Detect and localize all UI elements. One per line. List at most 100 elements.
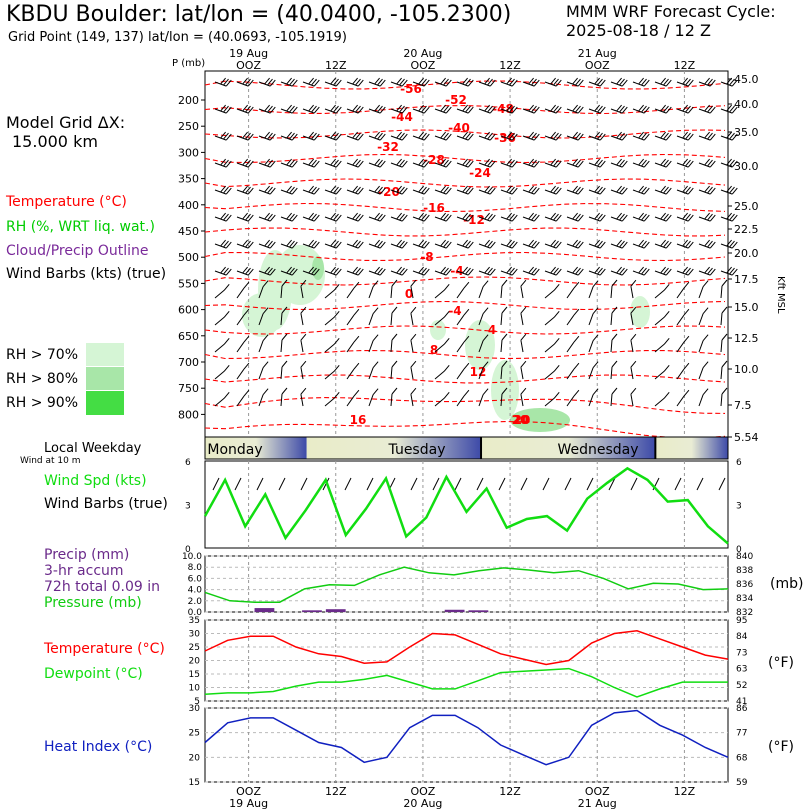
wind-barb-feather [731, 268, 738, 276]
wind-barb-feather [418, 104, 424, 112]
wind-barb [456, 341, 465, 353]
legend-wind-barbs: Wind Barbs (kts) (true) [6, 266, 167, 282]
temp-tick-label: 25 [189, 643, 200, 653]
wind-tick-label: 0 [185, 545, 191, 555]
wind-barb-feather [550, 239, 556, 247]
wind-barb-feather [621, 214, 628, 222]
p-tick-label: 200 [178, 94, 199, 107]
wind-barb-feather [462, 185, 468, 193]
wind-barb-feather [501, 333, 508, 341]
bottom-hour-label: OOZ [585, 785, 610, 798]
wind-barb-feather [685, 186, 691, 194]
wind-barb [676, 287, 685, 299]
top-hour-label: OOZ [585, 59, 610, 72]
wind-barb-feather [247, 79, 254, 87]
wind-barb-feather [501, 360, 508, 368]
wind-barb [630, 313, 634, 326]
wind-barb-feather [528, 131, 534, 139]
wind-barb-feather [247, 214, 254, 222]
wind-barb-feather [731, 106, 738, 114]
wind-barb-feather [313, 133, 320, 141]
wind-barb-feather [399, 240, 405, 248]
wind-barb [720, 312, 723, 326]
wind-barb-feather [467, 133, 474, 141]
wind-barb-feather [357, 241, 364, 249]
wind-barb [434, 370, 445, 380]
wind-barb [544, 343, 555, 353]
wind-barb-feather [729, 132, 735, 140]
wind-barb-feather [663, 105, 669, 113]
wind-barb-feather [682, 77, 688, 85]
wind-barb-feather [374, 212, 380, 220]
wind-barb-feather [643, 268, 650, 276]
wind-barb-feather [247, 106, 254, 114]
wind-barb-feather [396, 104, 402, 112]
wind-barb-feather [704, 212, 710, 220]
wind-barb-feather [731, 214, 738, 222]
wind-barb-feather [577, 187, 584, 195]
p-tick-label: 800 [178, 408, 199, 421]
wind-barb-feather [423, 214, 430, 222]
wind-barb-feather [702, 334, 709, 342]
wind-barb-feather [709, 268, 716, 276]
wind-barb-feather [707, 105, 713, 113]
wind-barb-feather [641, 267, 647, 275]
wind-barb [390, 393, 393, 407]
wind-barb-feather [374, 77, 380, 85]
wind-barb-feather [440, 266, 446, 274]
wind-barb-feather [245, 186, 251, 194]
wind-barb-feather [729, 267, 735, 275]
wind-barb-feather [225, 79, 232, 87]
wind-barb-feather [553, 159, 559, 167]
wind-barb [214, 316, 225, 326]
wind-barb [346, 395, 355, 407]
wind-barb-feather [729, 159, 735, 167]
wind-barb-feather [308, 239, 314, 247]
wind-barb-feather [616, 131, 622, 139]
top-hour-label: OOZ [236, 59, 261, 72]
precip-bar [444, 609, 465, 612]
wind-barb-feather [262, 388, 269, 396]
wind-barb-feather [330, 131, 336, 139]
wind-barb-feather [377, 159, 383, 167]
wind-barb-feather [355, 105, 361, 113]
wind-barb-feather [291, 241, 298, 249]
wind-barb-feather [621, 241, 628, 249]
wind-barb-feather [443, 240, 449, 248]
wind-barb-feather [267, 186, 273, 194]
wind-barb-feather [619, 186, 625, 194]
wind-barb-feather [352, 131, 358, 139]
wind-barb-feather [267, 213, 273, 221]
wind-barb [214, 289, 225, 299]
wind-barb-feather [330, 185, 336, 193]
wind-barb-feather [445, 160, 452, 168]
temp-contour-label: -32 [377, 140, 399, 154]
isotherm [204, 129, 726, 139]
wind-barb-feather [421, 132, 427, 140]
wind-barb-feather [643, 79, 650, 87]
wind-barb-feather [509, 267, 515, 275]
wind-barb [720, 339, 723, 353]
wind-barb-feather [533, 214, 540, 222]
wind-barb-feather [685, 213, 691, 221]
wind-barb-feather [396, 212, 402, 220]
p-tick-label: 300 [178, 146, 199, 159]
wind-tick-label-right: 0 [736, 545, 742, 555]
wind-barb-feather [352, 239, 358, 247]
wind-barb-feather [225, 241, 232, 249]
p-tick-label: 250 [178, 120, 199, 133]
wind-barb-feather [509, 240, 515, 248]
wind-barb-feather [663, 391, 670, 399]
precip-bar [302, 610, 322, 612]
wind-barb-feather [555, 187, 562, 195]
wind-barb-feather [353, 335, 360, 343]
wind-barb-feather [262, 307, 269, 315]
wind-barb-feather [511, 160, 518, 168]
p-tick-label: 400 [178, 199, 199, 212]
wind-barb [698, 340, 704, 353]
wind-barb-feather [443, 186, 449, 194]
wind-barb-feather [463, 281, 470, 289]
wind-barb-feather [682, 239, 688, 247]
wind-barb-feather [729, 105, 735, 113]
